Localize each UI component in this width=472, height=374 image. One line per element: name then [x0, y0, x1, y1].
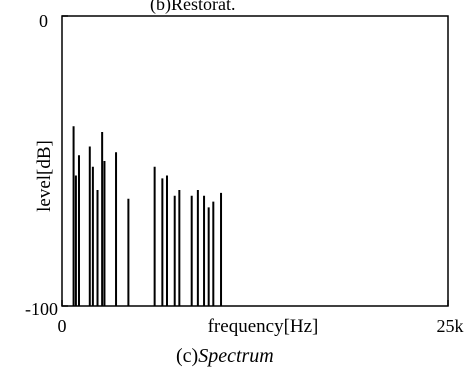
axis-ticks: [61, 15, 449, 307]
bottom-caption: (c)Spectrum: [176, 345, 274, 368]
plot-frame: [61, 15, 449, 307]
x-tick-label-left: 0: [58, 316, 67, 336]
top-caption: (b)Restorat.: [150, 0, 236, 14]
bottom-caption-italic: Spectrum: [198, 345, 274, 367]
y-tick-label-top: 0: [39, 11, 48, 31]
spectrum-bars: [72, 126, 223, 306]
y-axis-label: level[dB]: [34, 140, 55, 212]
x-axis-label: frequency[Hz]: [208, 316, 319, 337]
y-tick-label-bottom: -100: [25, 299, 58, 319]
x-tick-label-right: 25k: [437, 316, 464, 336]
bottom-caption-prefix: (c): [176, 345, 199, 367]
